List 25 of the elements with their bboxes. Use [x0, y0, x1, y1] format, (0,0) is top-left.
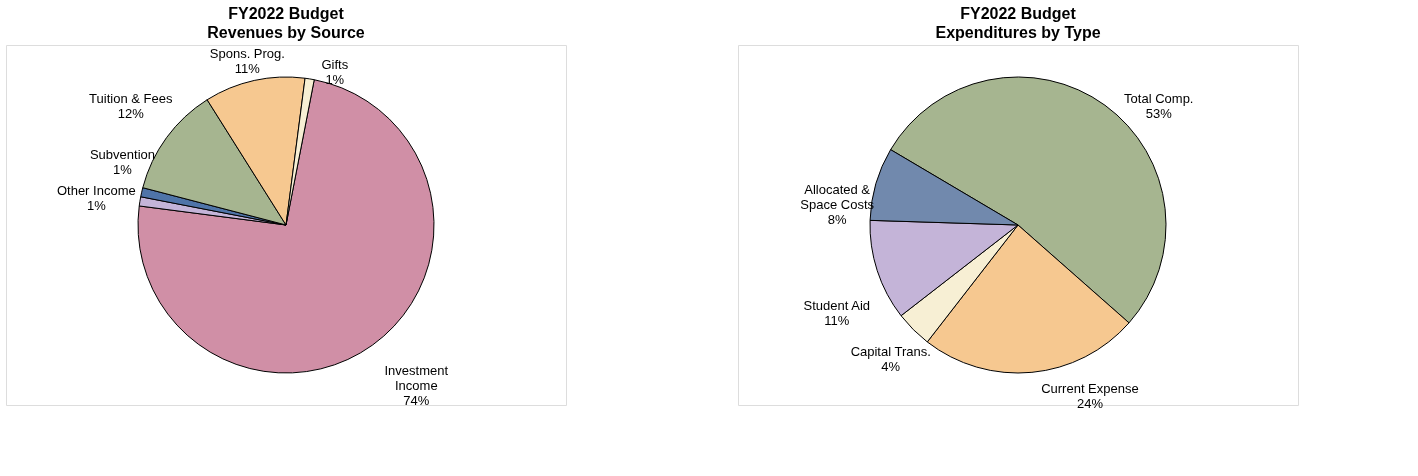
slice-label: Student Aid	[803, 297, 871, 313]
data-label: 4%	[881, 359, 901, 375]
data-label: 11%	[824, 312, 850, 328]
data-label: 24%	[1076, 396, 1104, 412]
slice-label: Current Expense	[1041, 381, 1139, 397]
chart-title: FY2022 Budget	[228, 5, 345, 22]
slice-label: Total Comp.	[1124, 91, 1194, 107]
slice-label: Investment Income	[384, 362, 449, 393]
data-label: 74%	[403, 392, 430, 408]
chart-subtitle: Revenues by Source	[207, 24, 365, 41]
slice-label: Tuition & Fees	[89, 90, 173, 106]
data-label: 8%	[827, 211, 847, 227]
slice-label: Gifts	[321, 57, 349, 73]
data-label: 1%	[86, 198, 107, 214]
data-label: 1%	[113, 162, 133, 178]
chart-title: FY2022 Budget	[960, 5, 1077, 22]
data-label: 1%	[325, 72, 345, 88]
data-label: 11%	[234, 61, 261, 77]
slice-label: Spons. Prog.	[209, 46, 285, 62]
slice-label: Other Income	[56, 183, 136, 199]
slice-label: Subvention	[89, 147, 155, 163]
data-label: 12%	[117, 105, 145, 121]
slice-label: Capital Trans.	[850, 344, 931, 360]
data-label: 53%	[1145, 106, 1173, 122]
chart-subtitle: Expenditures by Type	[935, 24, 1101, 41]
